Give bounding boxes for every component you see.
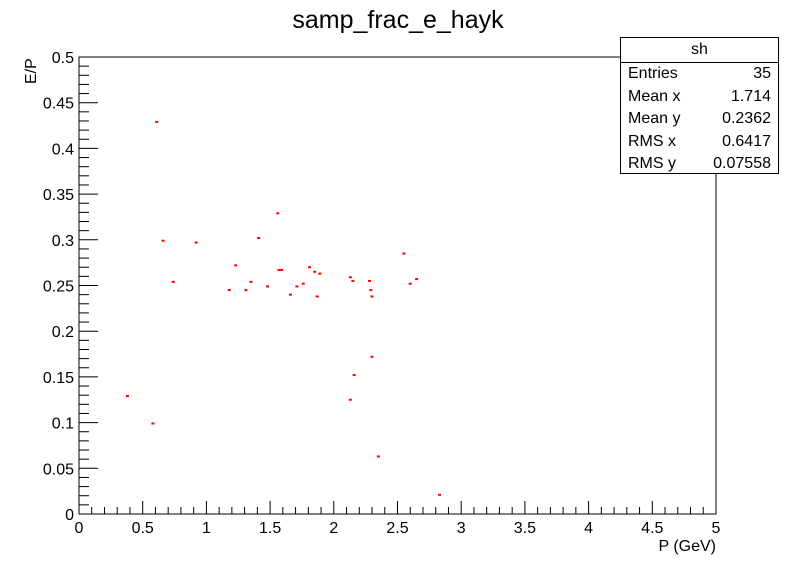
stats-box: sh Entries 35 Mean x 1.714 Mean y 0.2362…: [620, 37, 779, 174]
stats-row-mean-y: Mean y 0.2362: [621, 108, 778, 131]
data-point: [171, 280, 175, 283]
data-point: [348, 398, 352, 401]
data-point: [244, 289, 248, 292]
x-tick-label: 1: [202, 520, 211, 537]
data-point: [257, 236, 261, 239]
data-point: [161, 239, 165, 242]
y-tick-label: 0.05: [43, 461, 74, 478]
y-axis-label: E/P: [23, 58, 40, 84]
data-point: [151, 422, 155, 425]
stats-row-rms-x: RMS x 0.6417: [621, 131, 778, 154]
data-point: [125, 395, 129, 398]
data-point: [227, 289, 231, 292]
chart-title: samp_frac_e_hayk: [292, 6, 504, 34]
x-tick-label: 0.5: [132, 520, 154, 537]
data-point: [308, 266, 312, 269]
x-tick-label: 2: [329, 520, 338, 537]
stats-row-entries: Entries 35: [621, 63, 778, 86]
data-point: [280, 268, 284, 271]
data-point: [367, 279, 371, 282]
stats-label: RMS x: [628, 132, 676, 150]
data-point: [352, 374, 356, 377]
data-point: [277, 268, 281, 271]
y-tick-label: 0.3: [52, 233, 74, 250]
stats-box-title: sh: [621, 38, 778, 63]
data-point: [315, 295, 319, 298]
y-tick-label: 0.5: [52, 50, 74, 67]
stats-value: 0.6417: [722, 132, 771, 150]
data-point: [370, 355, 374, 358]
x-tick-label: 1.5: [259, 520, 281, 537]
data-point: [301, 282, 305, 285]
x-tick-label: 4.5: [641, 520, 663, 537]
y-axis: 0 0.05 0.1 0.15 0.2 0.25 0.3 0.35 0.4 0.45 0.5: [43, 50, 98, 524]
data-point: [351, 279, 355, 282]
stats-value: 0.07558: [713, 155, 771, 172]
stats-label: Mean y: [628, 110, 681, 127]
data-point: [155, 120, 159, 123]
x-tick-label: 3.5: [514, 520, 536, 537]
stats-label: RMS y: [628, 155, 676, 172]
stats-row-mean-x: Mean x 1.714: [621, 86, 778, 109]
data-point: [376, 455, 380, 458]
data-point: [318, 272, 322, 275]
data-point: [438, 493, 442, 496]
data-point: [313, 270, 317, 273]
y-tick-label: 0.25: [43, 279, 74, 296]
y-tick-label: 0: [65, 507, 74, 524]
y-tick-label: 0.2: [52, 324, 74, 341]
data-points: [125, 120, 442, 496]
data-point: [408, 282, 412, 285]
data-point: [194, 241, 198, 244]
stats-value: 35: [753, 65, 771, 82]
stats-value: 0.2362: [722, 110, 771, 127]
stats-label: Entries: [628, 65, 678, 82]
data-point: [266, 285, 270, 288]
x-tick-label: 2.5: [386, 520, 408, 537]
data-point: [369, 289, 373, 292]
y-tick-label: 0.15: [43, 370, 74, 387]
x-tick-label: 4: [584, 520, 593, 537]
data-point: [348, 276, 352, 279]
x-axis-label: P (GeV): [658, 538, 717, 555]
data-point: [249, 280, 253, 283]
data-point: [402, 252, 406, 255]
y-tick-label: 0.1: [52, 416, 74, 433]
data-point: [415, 278, 419, 281]
x-axis: 0 0.5 1 1.5 2 2.5 3 3.5 4 4.5 5: [75, 501, 721, 537]
x-tick-label: 0: [75, 520, 84, 537]
data-point: [276, 212, 280, 215]
data-point: [295, 285, 299, 288]
y-tick-label: 0.4: [52, 141, 74, 158]
x-tick-label: 5: [712, 520, 721, 537]
data-point: [370, 295, 374, 298]
stats-row-rms-y: RMS y 0.07558: [621, 153, 778, 176]
x-tick-label: 3: [457, 520, 466, 537]
data-point: [234, 264, 238, 267]
y-tick-label: 0.45: [43, 96, 74, 113]
stats-label: Mean x: [628, 87, 681, 105]
data-point: [288, 293, 292, 296]
stats-value: 1.714: [730, 87, 771, 105]
y-tick-label: 0.35: [43, 187, 74, 204]
